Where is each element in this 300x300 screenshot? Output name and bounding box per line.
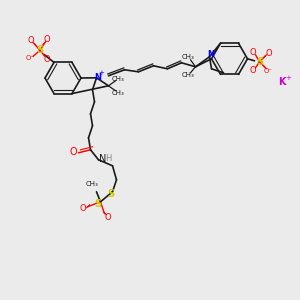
Text: CH₃: CH₃ xyxy=(181,54,194,60)
Text: O: O xyxy=(79,204,86,213)
Text: N: N xyxy=(99,154,106,164)
Text: S: S xyxy=(94,199,101,209)
Text: CH₃: CH₃ xyxy=(112,76,125,82)
Text: O: O xyxy=(265,49,272,58)
Text: N: N xyxy=(94,73,101,82)
Text: O: O xyxy=(249,48,256,57)
Text: O: O xyxy=(249,66,256,75)
Text: +: + xyxy=(286,75,291,81)
Text: S: S xyxy=(256,57,263,67)
Text: S: S xyxy=(107,189,114,199)
Text: O⁻: O⁻ xyxy=(264,68,273,74)
Text: O: O xyxy=(44,35,50,44)
Text: O: O xyxy=(44,55,50,64)
Text: S: S xyxy=(36,45,43,56)
Text: CH₃: CH₃ xyxy=(112,90,125,96)
Text: H: H xyxy=(105,154,112,163)
Text: O⁻: O⁻ xyxy=(26,56,34,62)
Text: O: O xyxy=(104,213,111,222)
Text: CH₃: CH₃ xyxy=(86,181,99,187)
Text: CH₃: CH₃ xyxy=(181,72,194,78)
Text: K: K xyxy=(278,77,285,87)
Text: O: O xyxy=(70,147,77,157)
Text: +: + xyxy=(99,70,104,76)
Text: N: N xyxy=(207,50,214,59)
Text: O: O xyxy=(28,36,34,45)
